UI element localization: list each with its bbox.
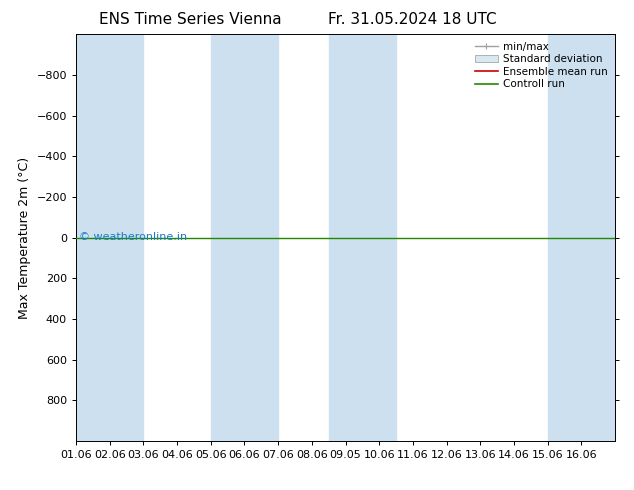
Bar — [548, 34, 615, 441]
Bar — [210, 34, 278, 441]
Text: ENS Time Series Vienna: ENS Time Series Vienna — [99, 12, 281, 27]
Text: Fr. 31.05.2024 18 UTC: Fr. 31.05.2024 18 UTC — [328, 12, 496, 27]
Text: © weatheronline.in: © weatheronline.in — [79, 232, 187, 242]
Bar — [76, 34, 143, 441]
Y-axis label: Max Temperature 2m (°C): Max Temperature 2m (°C) — [18, 157, 31, 318]
Legend: min/max, Standard deviation, Ensemble mean run, Controll run: min/max, Standard deviation, Ensemble me… — [473, 40, 610, 92]
Bar — [328, 34, 396, 441]
